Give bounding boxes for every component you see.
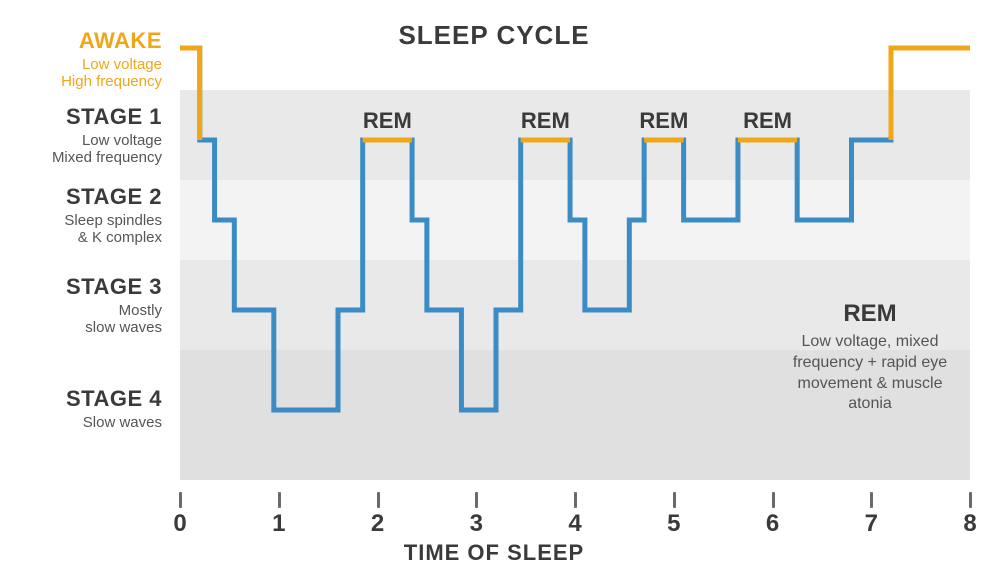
x-tick-label: 6 [759, 510, 787, 538]
sleep-cycle-chart: SLEEP CYCLEAWAKELow voltage High frequen… [0, 0, 988, 578]
awake-segment-0 [180, 48, 200, 140]
x-tick-label: 0 [166, 510, 194, 538]
x-tick-label: 4 [561, 510, 589, 538]
sleep-line-svg [0, 0, 988, 578]
x-tick [772, 492, 775, 508]
x-tick [278, 492, 281, 508]
awake-segment-1 [891, 48, 970, 140]
x-tick-label: 5 [660, 510, 688, 538]
x-tick-label: 8 [956, 510, 984, 538]
x-tick [475, 492, 478, 508]
x-axis-label: TIME OF SLEEP [0, 540, 988, 566]
x-tick [574, 492, 577, 508]
rem-label: REM [505, 108, 585, 134]
x-tick-label: 1 [265, 510, 293, 538]
rem-annotation-text: Low voltage, mixed frequency + rapid eye… [775, 332, 965, 415]
x-tick [673, 492, 676, 508]
x-tick [377, 492, 380, 508]
x-tick-label: 2 [364, 510, 392, 538]
rem-annotation: REM Low voltage, mixed frequency + rapid … [775, 300, 965, 415]
rem-label: REM [347, 108, 427, 134]
rem-label: REM [624, 108, 704, 134]
x-tick-label: 7 [857, 510, 885, 538]
rem-annotation-title: REM [775, 300, 965, 328]
x-tick [870, 492, 873, 508]
rem-label: REM [728, 108, 808, 134]
x-tick [179, 492, 182, 508]
x-tick-label: 3 [462, 510, 490, 538]
x-tick [969, 492, 972, 508]
